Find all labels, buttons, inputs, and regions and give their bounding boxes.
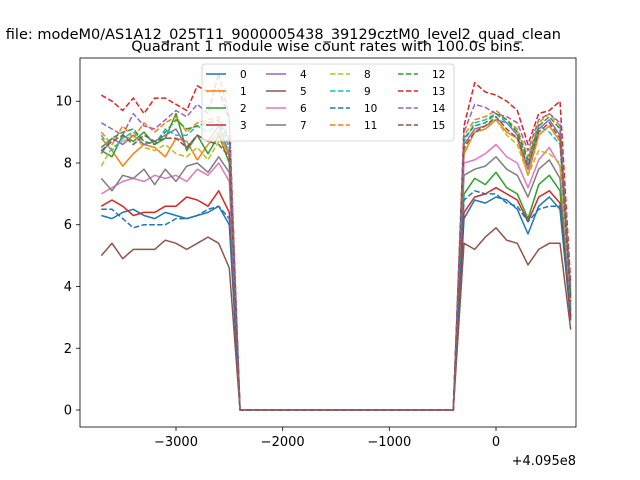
- legend-label-0: 0: [240, 69, 247, 81]
- ticks-layer: −3000 −2000 −1000 0 0 2 4 6 8 10: [55, 95, 500, 450]
- x-tick-label: −3000: [154, 435, 198, 450]
- figure-suptitle: n file: modeM0/AS1A12_025T11_9000005438_…: [0, 27, 561, 43]
- series-line-14: [100, 72, 572, 411]
- y-tick-label: 6: [64, 218, 72, 233]
- axes-frame: [79, 57, 577, 428]
- legend-label-2: 2: [240, 103, 247, 115]
- legend-label-9: 9: [364, 86, 371, 98]
- legend-label-3: 3: [240, 120, 247, 132]
- legend-label-15: 15: [432, 120, 445, 132]
- x-tick-label: 0: [492, 435, 500, 450]
- legend-label-5: 5: [300, 86, 307, 98]
- legend-label-10: 10: [364, 103, 377, 115]
- legend-label-8: 8: [364, 69, 371, 81]
- series-line-15: [100, 115, 572, 411]
- y-tick-label: 10: [55, 95, 72, 110]
- legend-label-12: 12: [432, 69, 445, 81]
- series-line-11: [100, 109, 572, 411]
- y-tick-label: 2: [64, 342, 72, 357]
- x-tick-label: −2000: [261, 435, 305, 450]
- chart-title: Quadrant 1 module wise count rates with …: [131, 39, 525, 55]
- legend-label-11: 11: [364, 120, 377, 132]
- y-tick-label: 0: [64, 404, 72, 419]
- legend-label-4: 4: [300, 69, 307, 81]
- y-tick-label: 8: [64, 156, 72, 171]
- legend-label-13: 13: [432, 86, 445, 98]
- x-offset-text: +4.095e8: [512, 454, 576, 469]
- y-tick-label: 4: [64, 280, 72, 295]
- legend-box: [201, 63, 455, 142]
- x-tick-label: −1000: [367, 435, 411, 450]
- legend-label-6: 6: [300, 103, 307, 115]
- series-layer: [100, 72, 572, 411]
- legend-label-7: 7: [300, 120, 307, 132]
- legend-label-1: 1: [240, 86, 247, 98]
- legend-label-14: 14: [432, 103, 446, 115]
- series-line-10: [101, 190, 572, 411]
